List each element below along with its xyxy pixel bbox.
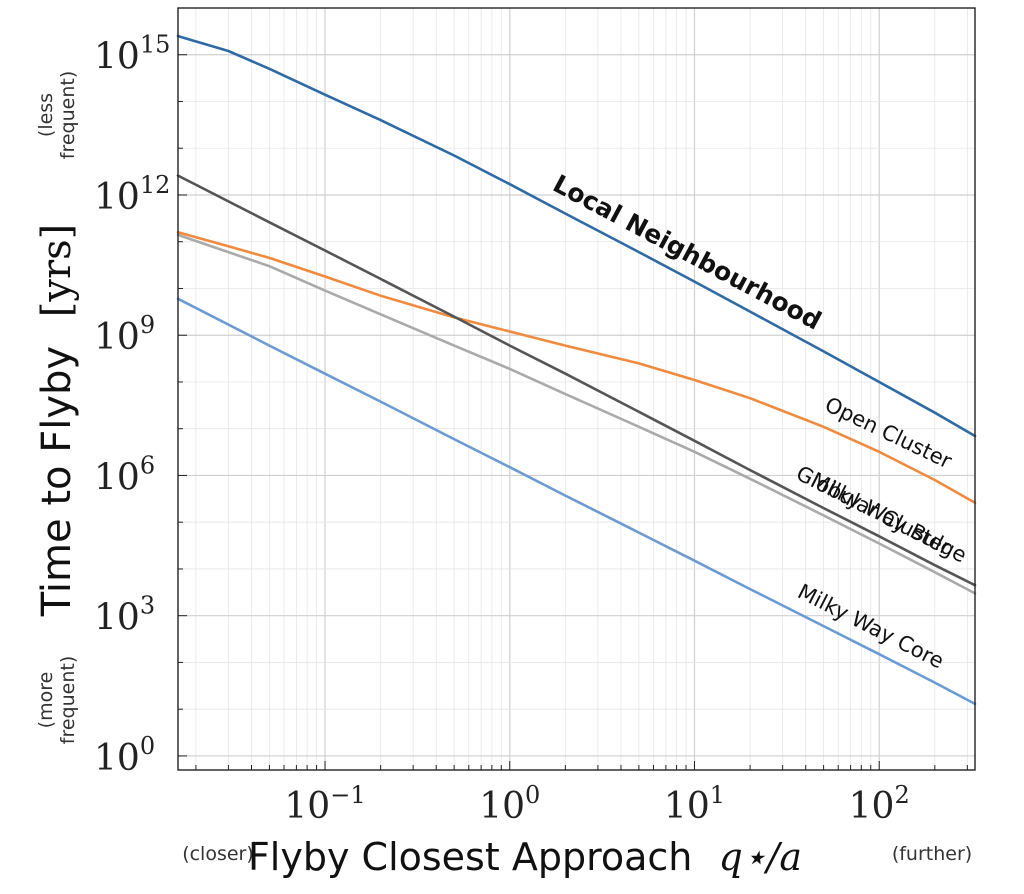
x-tick-exponent: 2: [894, 781, 909, 809]
x-tick-base: 10: [849, 786, 895, 827]
series-lines: [176, 34, 977, 706]
y-hint-top-line2: frequent): [57, 71, 79, 159]
x-tick-base: 10: [284, 786, 330, 827]
x-axis-title-text: Flyby Closest Approach: [248, 835, 692, 879]
tick-marks: [178, 7, 968, 770]
x-axis-title-math: q⋆/a: [718, 835, 802, 879]
series-label-open-cluster: Open Cluster: [821, 392, 956, 473]
series-label-local-neighbourhood: Local Neighbourhood: [548, 169, 826, 336]
y-tick-label: 1012: [94, 171, 170, 218]
y-tick-label: 103: [94, 592, 155, 639]
y-axis-title-unit: [yrs]: [34, 224, 80, 317]
x-axis-title: Flyby Closest Approach q⋆/a: [248, 835, 802, 879]
y-hint-bottom-line1: (more: [35, 672, 57, 729]
x-tick-exponent: 1: [710, 781, 725, 809]
y-hint-bottom-line2: frequent): [57, 656, 79, 744]
y-tick-base: 10: [94, 457, 140, 498]
x-hint-left: (closer): [182, 843, 254, 865]
x-tick-exponent: 0: [525, 781, 540, 809]
x-tick-label: 101: [664, 781, 725, 827]
y-axis-title: Time to Flyby [yrs]: [34, 224, 80, 618]
y-tick-base: 10: [94, 738, 140, 779]
x-hint-right: (further): [892, 843, 972, 865]
y-tick-exponent: 15: [140, 31, 171, 59]
y-tick-label: 1015: [94, 31, 170, 78]
y-tick-label: 106: [94, 451, 155, 498]
x-tick-label: 10−1: [284, 781, 365, 827]
x-tick-base: 10: [479, 786, 525, 827]
y-hint-top-line1: (less: [35, 93, 57, 137]
x-tick-base: 10: [664, 786, 710, 827]
y-tick-exponent: 9: [140, 311, 155, 339]
series-line-milky-way-core: [176, 297, 977, 706]
grid: [178, 7, 975, 770]
y-tick-base: 10: [94, 177, 140, 218]
y-tick-base: 10: [94, 37, 140, 78]
y-tick-exponent: 12: [140, 171, 171, 199]
y-tick-exponent: 0: [140, 732, 155, 760]
x-tick-exponent: −1: [330, 781, 365, 809]
series-line-milky-way-bulge: [176, 174, 977, 587]
x-tick-label: 102: [849, 781, 910, 827]
y-tick-label: 109: [94, 311, 155, 358]
series-line-globular-cluster: [176, 233, 977, 595]
y-axis-title-text: Time to Flyby: [34, 346, 80, 617]
y-tick-label: 100: [94, 732, 155, 779]
x-tick-label: 100: [479, 781, 540, 827]
y-tick-base: 10: [94, 598, 140, 639]
y-tick-exponent: 6: [140, 451, 155, 479]
y-tick-exponent: 3: [140, 592, 155, 620]
series-line-local-neighbourhood: [176, 34, 977, 438]
y-tick-base: 10: [94, 317, 140, 358]
series-line-open-cluster: [176, 230, 977, 505]
plot-frame: [177, 7, 976, 771]
